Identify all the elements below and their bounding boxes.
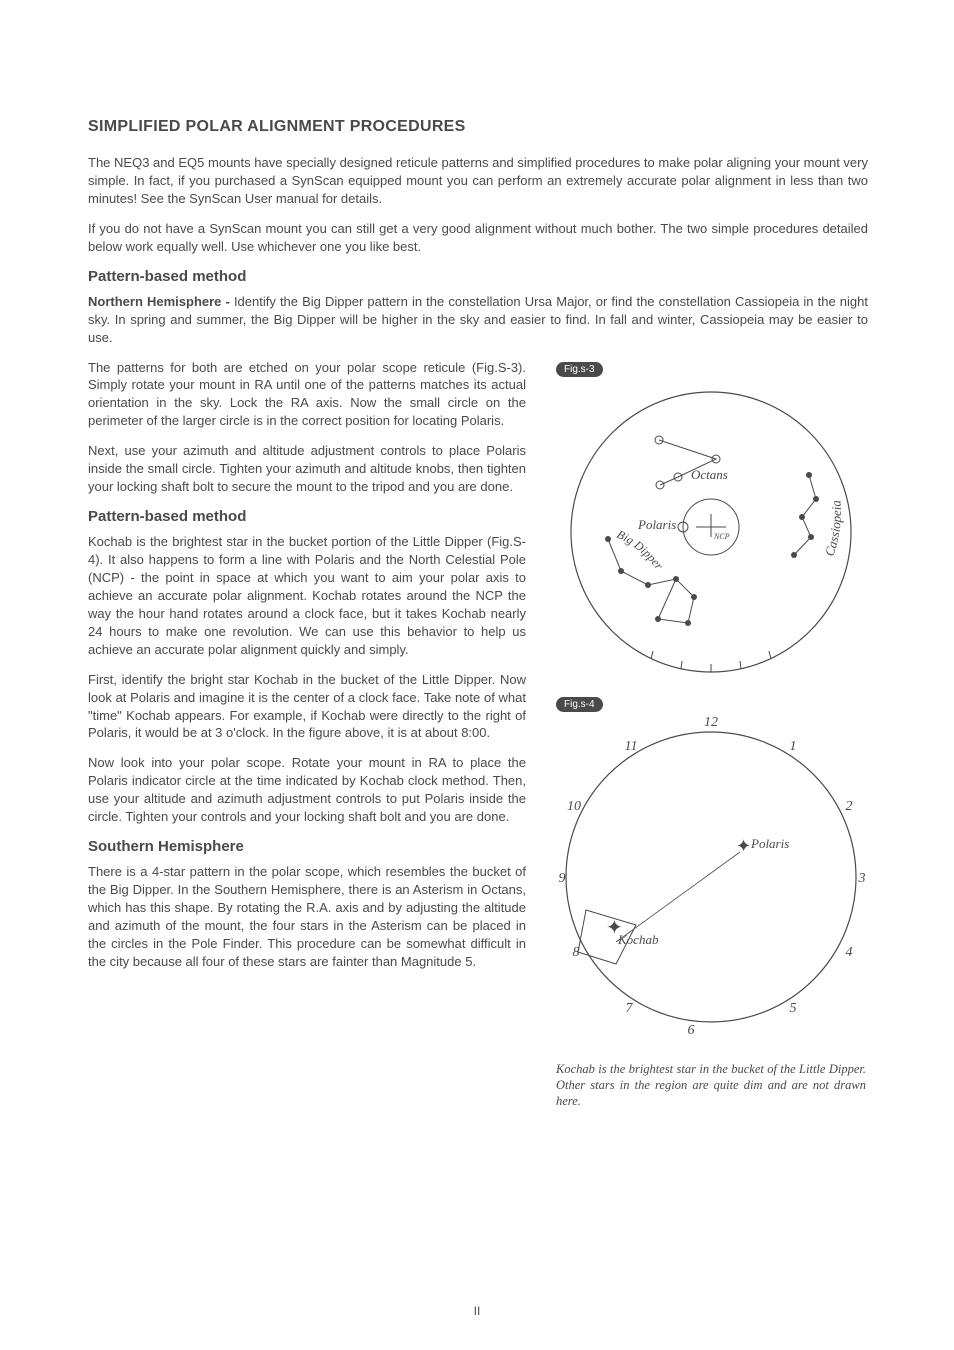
figure-caption: Kochab is the brightest star in the buck…	[556, 1061, 866, 1110]
section2-p2: First, identify the bright star Kochab i…	[88, 671, 526, 743]
fig-s3-diagram: NCP Polaris Octans	[556, 377, 866, 677]
svg-text:1: 1	[790, 739, 797, 754]
section3-p1: There is a 4-star pattern in the polar s…	[88, 863, 526, 971]
svg-text:4: 4	[846, 945, 853, 960]
svg-text:Polaris: Polaris	[750, 836, 789, 851]
ncp-label: NCP	[713, 532, 730, 541]
clock-numbers: 12 1 2 3 4 5 6 7 8 9 10 11	[559, 715, 866, 1038]
cassiopeia-label: Cassiopeia	[822, 499, 844, 558]
polaris-star: ✦ Polaris	[736, 836, 789, 856]
section1-p3: Next, use your azimuth and altitude adju…	[88, 442, 526, 496]
section2-p3: Now look into your polar scope. Rotate y…	[88, 754, 526, 826]
svg-text:9: 9	[559, 871, 566, 886]
big-dipper-label: Big Dipper	[615, 527, 667, 572]
octans-pattern: Octans	[655, 436, 728, 489]
polaris-label: Polaris	[637, 517, 676, 532]
section1-p2: The patterns for both are etched on your…	[88, 359, 526, 431]
section1-lead: Northern Hemisphere - Identify the Big D…	[88, 293, 868, 347]
fig-s4-badge: Fig.s-4	[556, 697, 603, 712]
svg-text:10: 10	[567, 799, 581, 814]
intro-paragraph-2: If you do not have a SynScan mount you c…	[88, 220, 868, 256]
big-dipper-pattern: Big Dipper	[605, 527, 697, 626]
section1-heading: Pattern-based method	[88, 268, 868, 285]
svg-text:6: 6	[688, 1023, 695, 1038]
kochab-label: Kochab	[617, 932, 659, 947]
page-title: SIMPLIFIED POLAR ALIGNMENT PROCEDURES	[88, 118, 868, 136]
fig-s3-badge: Fig.s-3	[556, 362, 603, 377]
svg-text:7: 7	[626, 1001, 634, 1016]
right-figure-column: Fig.s-3 NCP Polaris	[556, 359, 866, 1110]
svg-text:5: 5	[790, 1001, 797, 1016]
svg-text:11: 11	[625, 739, 638, 754]
fig-s4-diagram: 12 1 2 3 4 5 6 7 8 9 10 11 ✦ Polaris	[556, 712, 866, 1042]
octans-label: Octans	[691, 467, 728, 482]
northern-hemisphere-label: Northern Hemisphere -	[88, 294, 234, 309]
svg-text:12: 12	[704, 715, 718, 730]
svg-text:2: 2	[846, 799, 853, 814]
svg-text:3: 3	[858, 871, 866, 886]
section2-p1: Kochab is the brightest star in the buck…	[88, 533, 526, 659]
page-number: II	[0, 1304, 954, 1318]
left-text-column: The patterns for both are etched on your…	[88, 359, 526, 1110]
section2-heading: Pattern-based method	[88, 508, 526, 525]
cassiopeia-pattern: Cassiopeia	[791, 472, 844, 558]
section3-heading: Southern Hemisphere	[88, 838, 526, 855]
intro-paragraph-1: The NEQ3 and EQ5 mounts have specially d…	[88, 154, 868, 208]
